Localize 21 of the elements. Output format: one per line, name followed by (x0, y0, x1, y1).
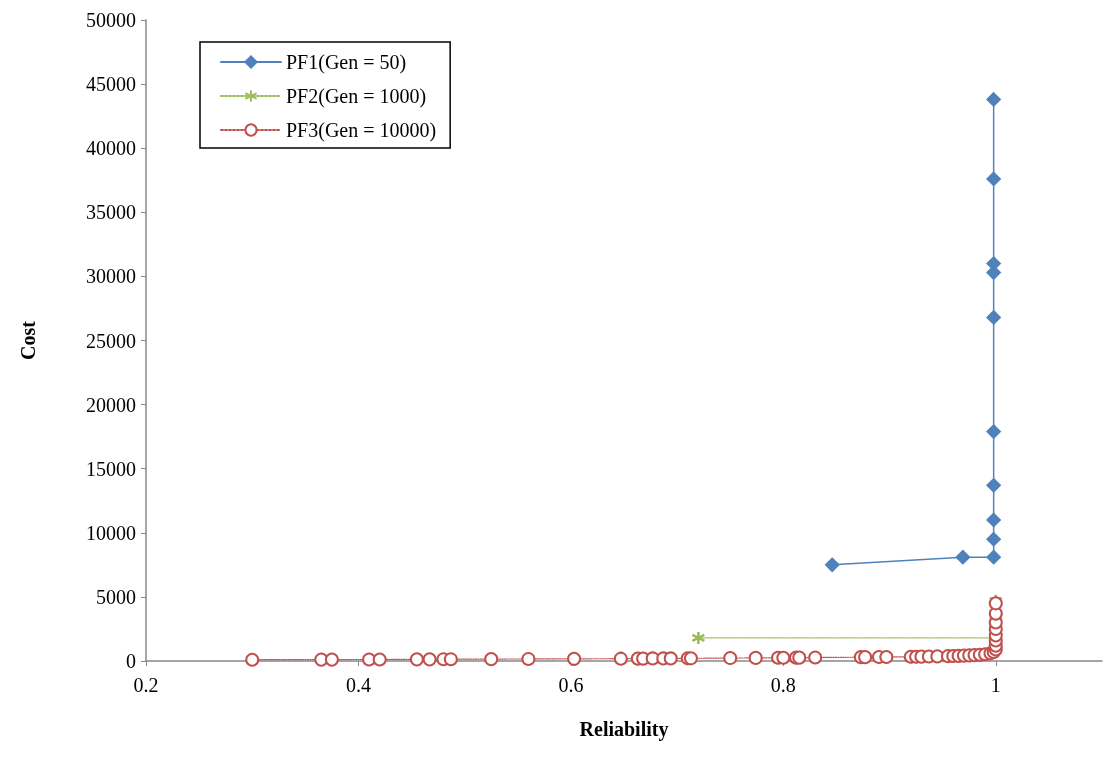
legend-label: PF2(Gen = 1000) (286, 85, 427, 108)
x-tick-label: 0.8 (770, 674, 796, 696)
x-tick-label: 1 (990, 674, 1001, 696)
y-tick-label: 15000 (86, 457, 136, 480)
x-tick-label: 0.2 (133, 674, 159, 696)
legend-label: PF1(Gen = 50) (286, 51, 407, 74)
y-tick-label: 25000 (86, 329, 136, 352)
legend-label: PF3(Gen = 10000) (286, 119, 437, 142)
y-tick-label: 40000 (86, 137, 136, 160)
x-axis-title: Reliability (579, 718, 669, 741)
x-tick-label: 0.6 (558, 674, 584, 696)
y-tick-label: 50000 (86, 9, 136, 31)
y-tick-label: 35000 (86, 201, 136, 224)
x-tick-label: 0.4 (345, 674, 371, 696)
y-axis-title: Cost (17, 320, 39, 360)
y-tick-label: 20000 (86, 393, 136, 416)
y-tick-label: 10000 (86, 521, 136, 544)
y-tick-label: 5000 (96, 585, 136, 608)
y-tick-label: 0 (126, 650, 136, 672)
y-tick-label: 45000 (86, 73, 136, 96)
y-tick-label: 30000 (86, 265, 136, 288)
